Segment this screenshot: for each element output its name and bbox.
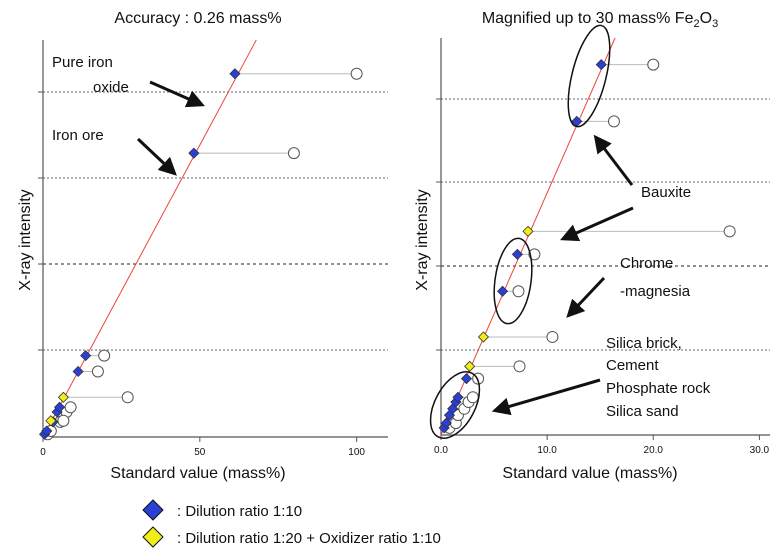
right-dilution-1-10-point: [595, 59, 607, 71]
annotation-pure-iron-oxide-line2: oxide: [93, 79, 129, 96]
annotation-chrome-magnesia-line2: -magnesia: [620, 283, 691, 300]
left-standard-value-point: [57, 414, 70, 427]
annotation-silica-line3: Phosphate rock: [606, 380, 711, 397]
right-standard-value-point: [466, 391, 479, 404]
left-standard-value-point: [121, 391, 134, 404]
left-standard-value-point: [64, 401, 77, 414]
left-chart: Accuracy : 0.26 mass% 0 50 100 Standard va…: [17, 10, 388, 482]
left-dilution-1-10-point: [72, 365, 84, 378]
right-x-tick-label: 20.0: [644, 445, 664, 456]
right-title-sub1: 2: [693, 18, 699, 30]
annotation-pure-iron-oxide: Pure iron oxide: [52, 54, 129, 96]
right-axes: [436, 38, 770, 436]
arrow-pure-iron-oxide: [149, 80, 205, 108]
right-dilution-1-10-point: [511, 248, 523, 260]
right-dilution-1-20-oxidizer-1-10-point: [464, 360, 476, 372]
right-plot-area: [438, 37, 736, 436]
right-dilution-1-10-point: [460, 373, 473, 385]
right-x-ticks: 0.0 10.0 20.0 30.0: [434, 435, 770, 456]
left-dilution-1-10-point: [41, 425, 53, 437]
legend-label-dilution-1-20-oxidizer: : Dilution ratio 1:20 + Oxidizer ratio 1…: [177, 530, 441, 547]
left-chart-title: Accuracy : 0.26 mass%: [114, 10, 281, 27]
right-y-axis-label: X-ray intensity: [414, 189, 431, 290]
left-dilution-1-10-point: [54, 401, 66, 413]
right-standard-value-point: [546, 330, 559, 343]
legend-swatch-yellow-diamond: [142, 526, 164, 548]
arrow-bauxite-lower: [560, 206, 634, 242]
ellipse-bauxite-group: [567, 24, 611, 128]
legend-item-dilution-1-10: : Dilution ratio 1:10: [142, 499, 302, 521]
right-dilution-1-20-oxidizer-1-10-point: [522, 225, 534, 237]
right-chart-title: Magnified up to 30 mass% Fe2O3: [482, 10, 718, 30]
right-standard-value-point: [723, 225, 736, 238]
right-title-mid: O: [700, 10, 712, 27]
annotation-bauxite: Bauxite: [641, 184, 691, 201]
left-y-axis-label: X-ray intensity: [17, 189, 34, 290]
right-standard-value-point: [513, 360, 526, 373]
left-dilution-1-20-oxidizer-1-10-point: [57, 391, 69, 403]
arrow-silica-group: [491, 378, 601, 416]
arrow-bauxite-upper: [593, 134, 634, 186]
arrow-chrome-magnesia: [566, 276, 606, 318]
left-standard-value-point: [287, 147, 300, 160]
legend-item-dilution-1-20-oxidizer: : Dilution ratio 1:20 + Oxidizer ratio 1…: [142, 526, 441, 548]
legend-swatch-blue-diamond: [142, 499, 164, 521]
left-standard-value-point: [98, 349, 111, 362]
left-dilution-1-10-point: [229, 68, 241, 80]
right-dilution-1-10-point: [440, 417, 452, 429]
right-standard-value-point: [512, 285, 525, 298]
annotation-silica-line2: Cement: [606, 357, 659, 374]
left-x-tick-label: 0: [40, 447, 46, 458]
left-axes: [38, 40, 388, 438]
left-x-tick-label: 50: [194, 447, 206, 458]
annotation-silica-group: Silica brick, Cement Phosphate rock Sili…: [606, 335, 714, 420]
left-x-tick-label: 100: [348, 447, 365, 458]
ellipse-chrome-magnesia-group: [493, 237, 533, 325]
annotation-chrome-magnesia-line1: Chrome: [620, 255, 673, 272]
right-dilution-1-10-point: [452, 391, 464, 403]
annotation-pure-iron-oxide-line1: Pure iron: [52, 54, 113, 71]
left-plot-area: [39, 39, 363, 441]
right-x-axis-label: Standard value (mass%): [502, 465, 677, 482]
right-grid: [441, 98, 770, 351]
right-title-prefix: Magnified up to 30 mass% Fe: [482, 10, 694, 27]
left-dilution-1-10-point: [80, 350, 92, 362]
right-chart: Magnified up to 30 mass% Fe2O3 0.0 10.0 20…: [414, 10, 770, 482]
right-x-tick-label: 10.0: [537, 445, 557, 456]
annotation-iron-ore: Iron ore: [52, 127, 104, 144]
left-dilution-1-20-oxidizer-1-10-point: [45, 415, 57, 427]
left-standard-value-point: [91, 365, 104, 378]
right-dilution-1-20-oxidizer-1-10-point: [477, 331, 490, 343]
left-standard-value-point: [350, 67, 363, 80]
arrow-iron-ore: [136, 137, 177, 176]
legend: : Dilution ratio 1:10 : Dilution ratio 1…: [142, 499, 441, 548]
ellipse-silica-group: [429, 371, 481, 439]
left-x-ticks: 0 50 100: [40, 437, 365, 458]
right-x-tick-label: 0.0: [434, 445, 448, 456]
right-standard-value-point: [607, 115, 620, 128]
annotation-silica-line1: Silica brick,: [606, 335, 682, 352]
left-dilution-1-10-point: [188, 147, 200, 159]
legend-label-dilution-1-10: : Dilution ratio 1:10: [177, 503, 302, 520]
annotation-silica-line4: Silica sand: [606, 403, 679, 420]
right-dilution-1-10-point: [496, 285, 509, 297]
annotation-chrome-magnesia: Chrome -magnesia: [620, 255, 691, 300]
right-standard-value-point: [528, 248, 541, 261]
left-grid: [43, 91, 388, 351]
left-x-axis-label: Standard value (mass%): [110, 465, 285, 482]
right-standard-value-point: [647, 58, 660, 71]
right-title-sub2: 3: [712, 18, 718, 30]
right-x-tick-label: 30.0: [750, 445, 770, 456]
left-calibration-line: [42, 39, 257, 438]
